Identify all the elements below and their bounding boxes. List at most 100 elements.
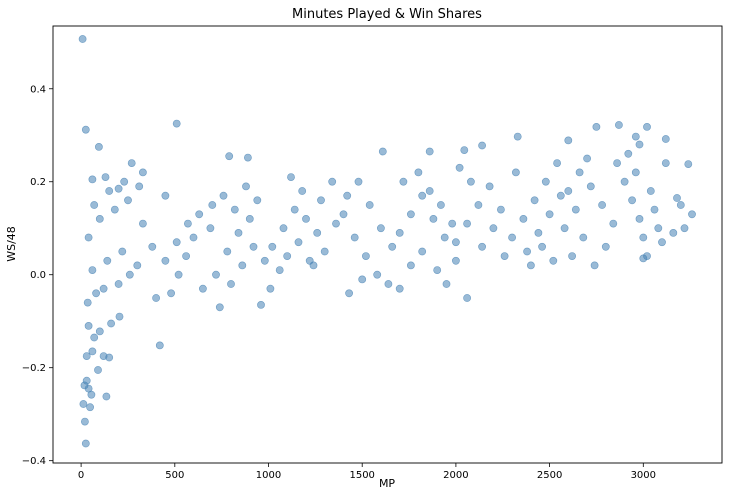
scatter-point: [460, 146, 469, 154]
scatter-point: [500, 252, 509, 260]
scatter-point: [238, 261, 247, 270]
scatter-point: [225, 152, 234, 161]
y-tick-label: 0.2: [30, 177, 46, 188]
scatter-point: [81, 439, 90, 448]
scatter-point: [388, 242, 397, 251]
scatter-point: [328, 177, 337, 186]
scatter-point: [309, 261, 318, 270]
scatter-point: [320, 247, 329, 256]
scatter-point: [127, 159, 136, 167]
scatter-point: [564, 136, 573, 145]
scatter-point: [79, 400, 88, 408]
scatter-point: [598, 201, 606, 209]
scatter-point: [628, 196, 636, 205]
x-axis-label: MP: [379, 477, 395, 490]
scatter-point: [609, 219, 618, 228]
scatter-point: [105, 353, 114, 362]
scatter-point: [620, 177, 629, 186]
scatter-point: [680, 224, 689, 233]
scatter-point: [94, 366, 102, 374]
scatter-point: [448, 219, 457, 228]
scatter-point: [523, 247, 531, 256]
scatter-point: [650, 205, 659, 214]
scatter-point: [317, 196, 325, 205]
scatter-point: [283, 252, 292, 260]
scatter-point: [148, 242, 157, 251]
scatter-point: [90, 333, 99, 342]
scatter-point: [361, 252, 370, 260]
scatter-point: [658, 238, 666, 247]
scatter-point: [161, 256, 170, 265]
scatter-point: [624, 149, 633, 158]
scatter-point: [189, 233, 198, 242]
scatter-point: [688, 210, 696, 219]
scatter-point: [230, 205, 239, 214]
scatter-point: [661, 135, 670, 143]
scatter-point: [84, 233, 93, 242]
scatter-point: [583, 154, 591, 163]
scatter-point: [513, 132, 522, 141]
scatter-point: [242, 182, 250, 191]
scatter-point: [631, 168, 640, 177]
scatter-point: [298, 187, 307, 195]
y-tick-label: −0.2: [22, 363, 46, 374]
scatter-point: [560, 224, 569, 233]
scatter-point: [92, 289, 100, 298]
scatter-point: [601, 242, 610, 251]
scatter-point: [253, 196, 262, 205]
scatter-point: [451, 238, 460, 247]
scatter-point: [294, 238, 303, 247]
scatter-point: [81, 417, 89, 426]
scatter-point: [474, 201, 483, 209]
scatter-point: [478, 141, 486, 150]
scatter-point: [118, 247, 127, 256]
scatter-point: [571, 205, 580, 214]
scatter-point: [568, 252, 576, 260]
chart-title: Minutes Played & Win Shares: [292, 7, 482, 22]
scatter-point: [95, 214, 104, 223]
scatter-point: [183, 219, 192, 228]
scatter-point: [243, 153, 252, 162]
scatter-point: [84, 321, 93, 330]
scatter-point: [245, 214, 254, 223]
scatter-point: [87, 390, 96, 399]
scatter-point: [152, 294, 160, 302]
scatter-point: [115, 312, 124, 321]
y-tick-label: 0.4: [30, 84, 46, 95]
scatter-point: [138, 219, 147, 228]
scatter-point: [519, 214, 528, 223]
scatter-point: [105, 187, 114, 195]
scatter-points: [78, 35, 696, 448]
scatter-point: [586, 182, 595, 191]
scatter-point: [172, 119, 181, 128]
scatter-point: [463, 294, 471, 302]
scatter-point: [436, 201, 445, 209]
scatter-point: [95, 142, 103, 151]
scatter-point: [81, 125, 90, 134]
scatter-point: [508, 233, 516, 242]
scatter-point: [455, 163, 464, 172]
scatter-point: [635, 214, 644, 223]
scatter-point: [138, 168, 147, 177]
scatter-point: [174, 270, 183, 279]
scatter-point: [172, 238, 181, 247]
scatter-point: [223, 247, 232, 256]
scatter-point: [442, 280, 451, 288]
scatter-point: [234, 228, 243, 237]
scatter-point: [485, 182, 494, 191]
scatter-point: [553, 159, 561, 167]
scatter-point: [440, 233, 449, 242]
scatter-point: [579, 233, 588, 242]
scatter-point: [95, 327, 104, 336]
scatter-point: [639, 254, 648, 263]
scatter-point: [135, 182, 144, 191]
x-tick-label: 2000: [443, 470, 468, 481]
scatter-point: [414, 168, 423, 177]
x-axis-ticks: 0 500 1000 1500 2000 2500 3000: [78, 463, 656, 481]
scatter-point: [350, 233, 359, 242]
scatter-point: [534, 228, 543, 237]
scatter-point: [684, 160, 693, 168]
scatter-point: [257, 300, 265, 309]
scatter-point: [556, 191, 565, 200]
